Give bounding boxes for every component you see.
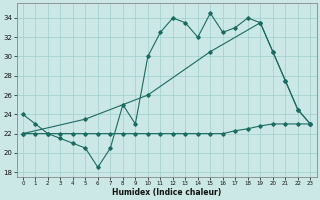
X-axis label: Humidex (Indice chaleur): Humidex (Indice chaleur) xyxy=(112,188,221,197)
